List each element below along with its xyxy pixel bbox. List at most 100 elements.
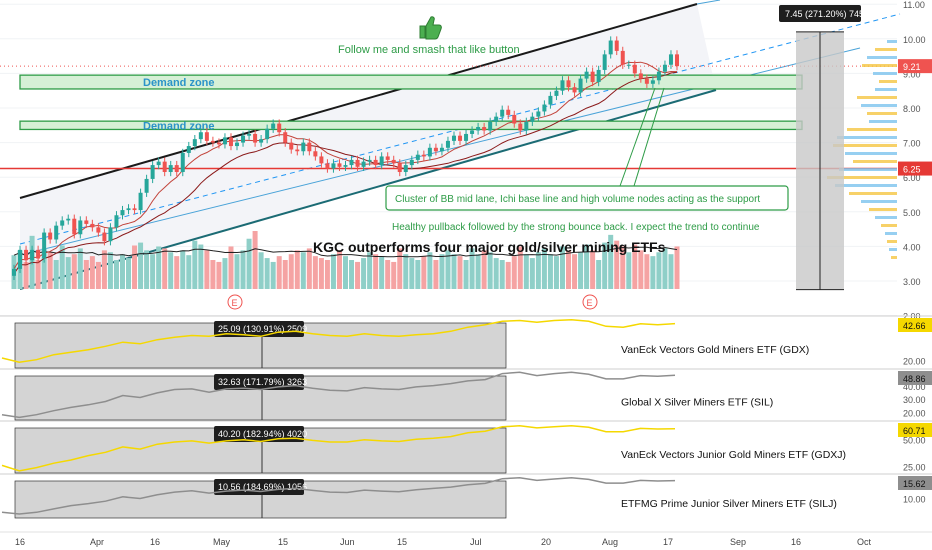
candle-body — [150, 165, 155, 179]
candle-body — [445, 140, 450, 148]
volume-bar — [300, 252, 306, 289]
candle-body — [192, 139, 197, 147]
volume-profile-bar — [891, 256, 897, 259]
price-tick-label: 4.00 — [903, 242, 921, 252]
volume-bar — [126, 258, 132, 289]
volume-bar — [186, 255, 192, 289]
candle-body — [656, 71, 661, 81]
candle-body — [343, 165, 348, 167]
volume-bar — [463, 260, 469, 289]
candle-body — [144, 178, 149, 193]
volume-profile-bar — [875, 88, 897, 91]
volume-bar — [216, 261, 222, 289]
volume-bar — [138, 242, 144, 289]
x-tick-label: 15 — [278, 537, 288, 547]
candle-body — [132, 208, 137, 211]
etf-pane: 25.09 (130.91%) 2509 VanEck Vectors Gold … — [1, 318, 932, 369]
candle-body — [602, 54, 607, 70]
candle-body — [470, 130, 475, 134]
candle-body — [60, 220, 65, 226]
candle-body — [126, 208, 131, 211]
volume-bar — [318, 258, 324, 289]
volume-bar — [650, 256, 656, 289]
volume-bar — [403, 254, 409, 289]
x-tick-label: 20 — [541, 537, 551, 547]
etf-pane: 32.63 (171.79%) 3263 Global X Silver Mine… — [1, 371, 932, 421]
volume-bar — [439, 254, 445, 289]
volume-bar — [101, 250, 107, 289]
volume-bar — [47, 252, 53, 289]
earnings-marker-label: E — [232, 298, 238, 308]
candle-body — [102, 232, 107, 242]
volume-profile-bar — [867, 112, 897, 115]
pane-tick-label: 40.00 — [903, 382, 926, 392]
volume-profile-bar — [839, 168, 897, 171]
candle-body — [216, 142, 221, 145]
volume-bar — [457, 256, 463, 289]
pane-last-tag — [898, 423, 932, 437]
candle-body — [421, 154, 426, 157]
x-tick-label: 16 — [791, 537, 801, 547]
pane-series-name: ETFMG Prime Junior Silver Miners ETF (SI… — [621, 498, 837, 510]
volume-bar — [427, 252, 433, 289]
last-price-label: 9.21 — [903, 62, 921, 72]
pane-last-tag — [898, 476, 932, 490]
candle-body — [12, 268, 16, 276]
candle-body — [72, 218, 77, 235]
price-tick-label: 7.00 — [903, 139, 921, 149]
volume-bar — [330, 254, 336, 289]
volume-bar — [294, 250, 300, 289]
candle-body — [391, 159, 396, 164]
candle-body — [253, 133, 258, 143]
candle-body — [367, 159, 372, 162]
last-price-tag — [898, 59, 932, 74]
pane-last-label: 42.66 — [903, 321, 926, 331]
measured-move-label: 7.45 (271.20%) 745 — [785, 9, 864, 19]
candle-body — [578, 78, 583, 93]
volume-bar — [234, 254, 240, 289]
x-tick-label: Jun — [340, 537, 355, 547]
volume-bar — [638, 250, 644, 289]
volume-bar — [578, 252, 584, 289]
channel-upper-line — [19, 3, 698, 199]
volume-bar — [71, 254, 77, 289]
volume-profile-bar — [861, 200, 897, 203]
volume-profile-bar — [875, 216, 897, 219]
volume-bar — [584, 244, 590, 289]
candle-body — [608, 40, 613, 55]
volume-bar — [397, 248, 403, 289]
candle-body — [548, 95, 553, 105]
volume-bar — [487, 252, 493, 289]
price-tick-label: 2.00 — [903, 312, 921, 322]
candle-body — [331, 163, 336, 169]
volume-bar — [276, 256, 282, 289]
candle-body — [241, 135, 246, 143]
candle-body — [668, 54, 673, 65]
candle-body — [349, 159, 354, 166]
volume-bar — [541, 248, 547, 289]
volume-profile-bar — [885, 232, 897, 235]
etf-pane: 10.56 (184.69%) 1056 ETFMG Prime Junior S… — [1, 476, 932, 519]
volume-bar — [379, 256, 385, 289]
candle-body — [355, 159, 360, 167]
volume-profile-bar — [881, 224, 897, 227]
candle-body — [675, 54, 679, 67]
volume-bar — [373, 254, 379, 289]
candle-body — [554, 90, 559, 96]
volume-bar — [469, 248, 475, 289]
candle-body — [283, 132, 288, 143]
ichi-base-line — [13, 71, 678, 275]
volume-bar — [89, 256, 95, 289]
volume-bar — [475, 254, 481, 289]
volume-bar — [367, 252, 373, 289]
candle-body — [48, 232, 53, 240]
volume-bar — [553, 256, 559, 289]
candle-body — [620, 50, 625, 65]
volume-bar — [113, 260, 119, 289]
candle-body — [518, 123, 523, 131]
candle-body — [415, 154, 420, 160]
demand-zone-label: Demand zone — [143, 77, 215, 89]
candle-body — [78, 220, 83, 235]
demand-zone — [19, 74, 803, 90]
